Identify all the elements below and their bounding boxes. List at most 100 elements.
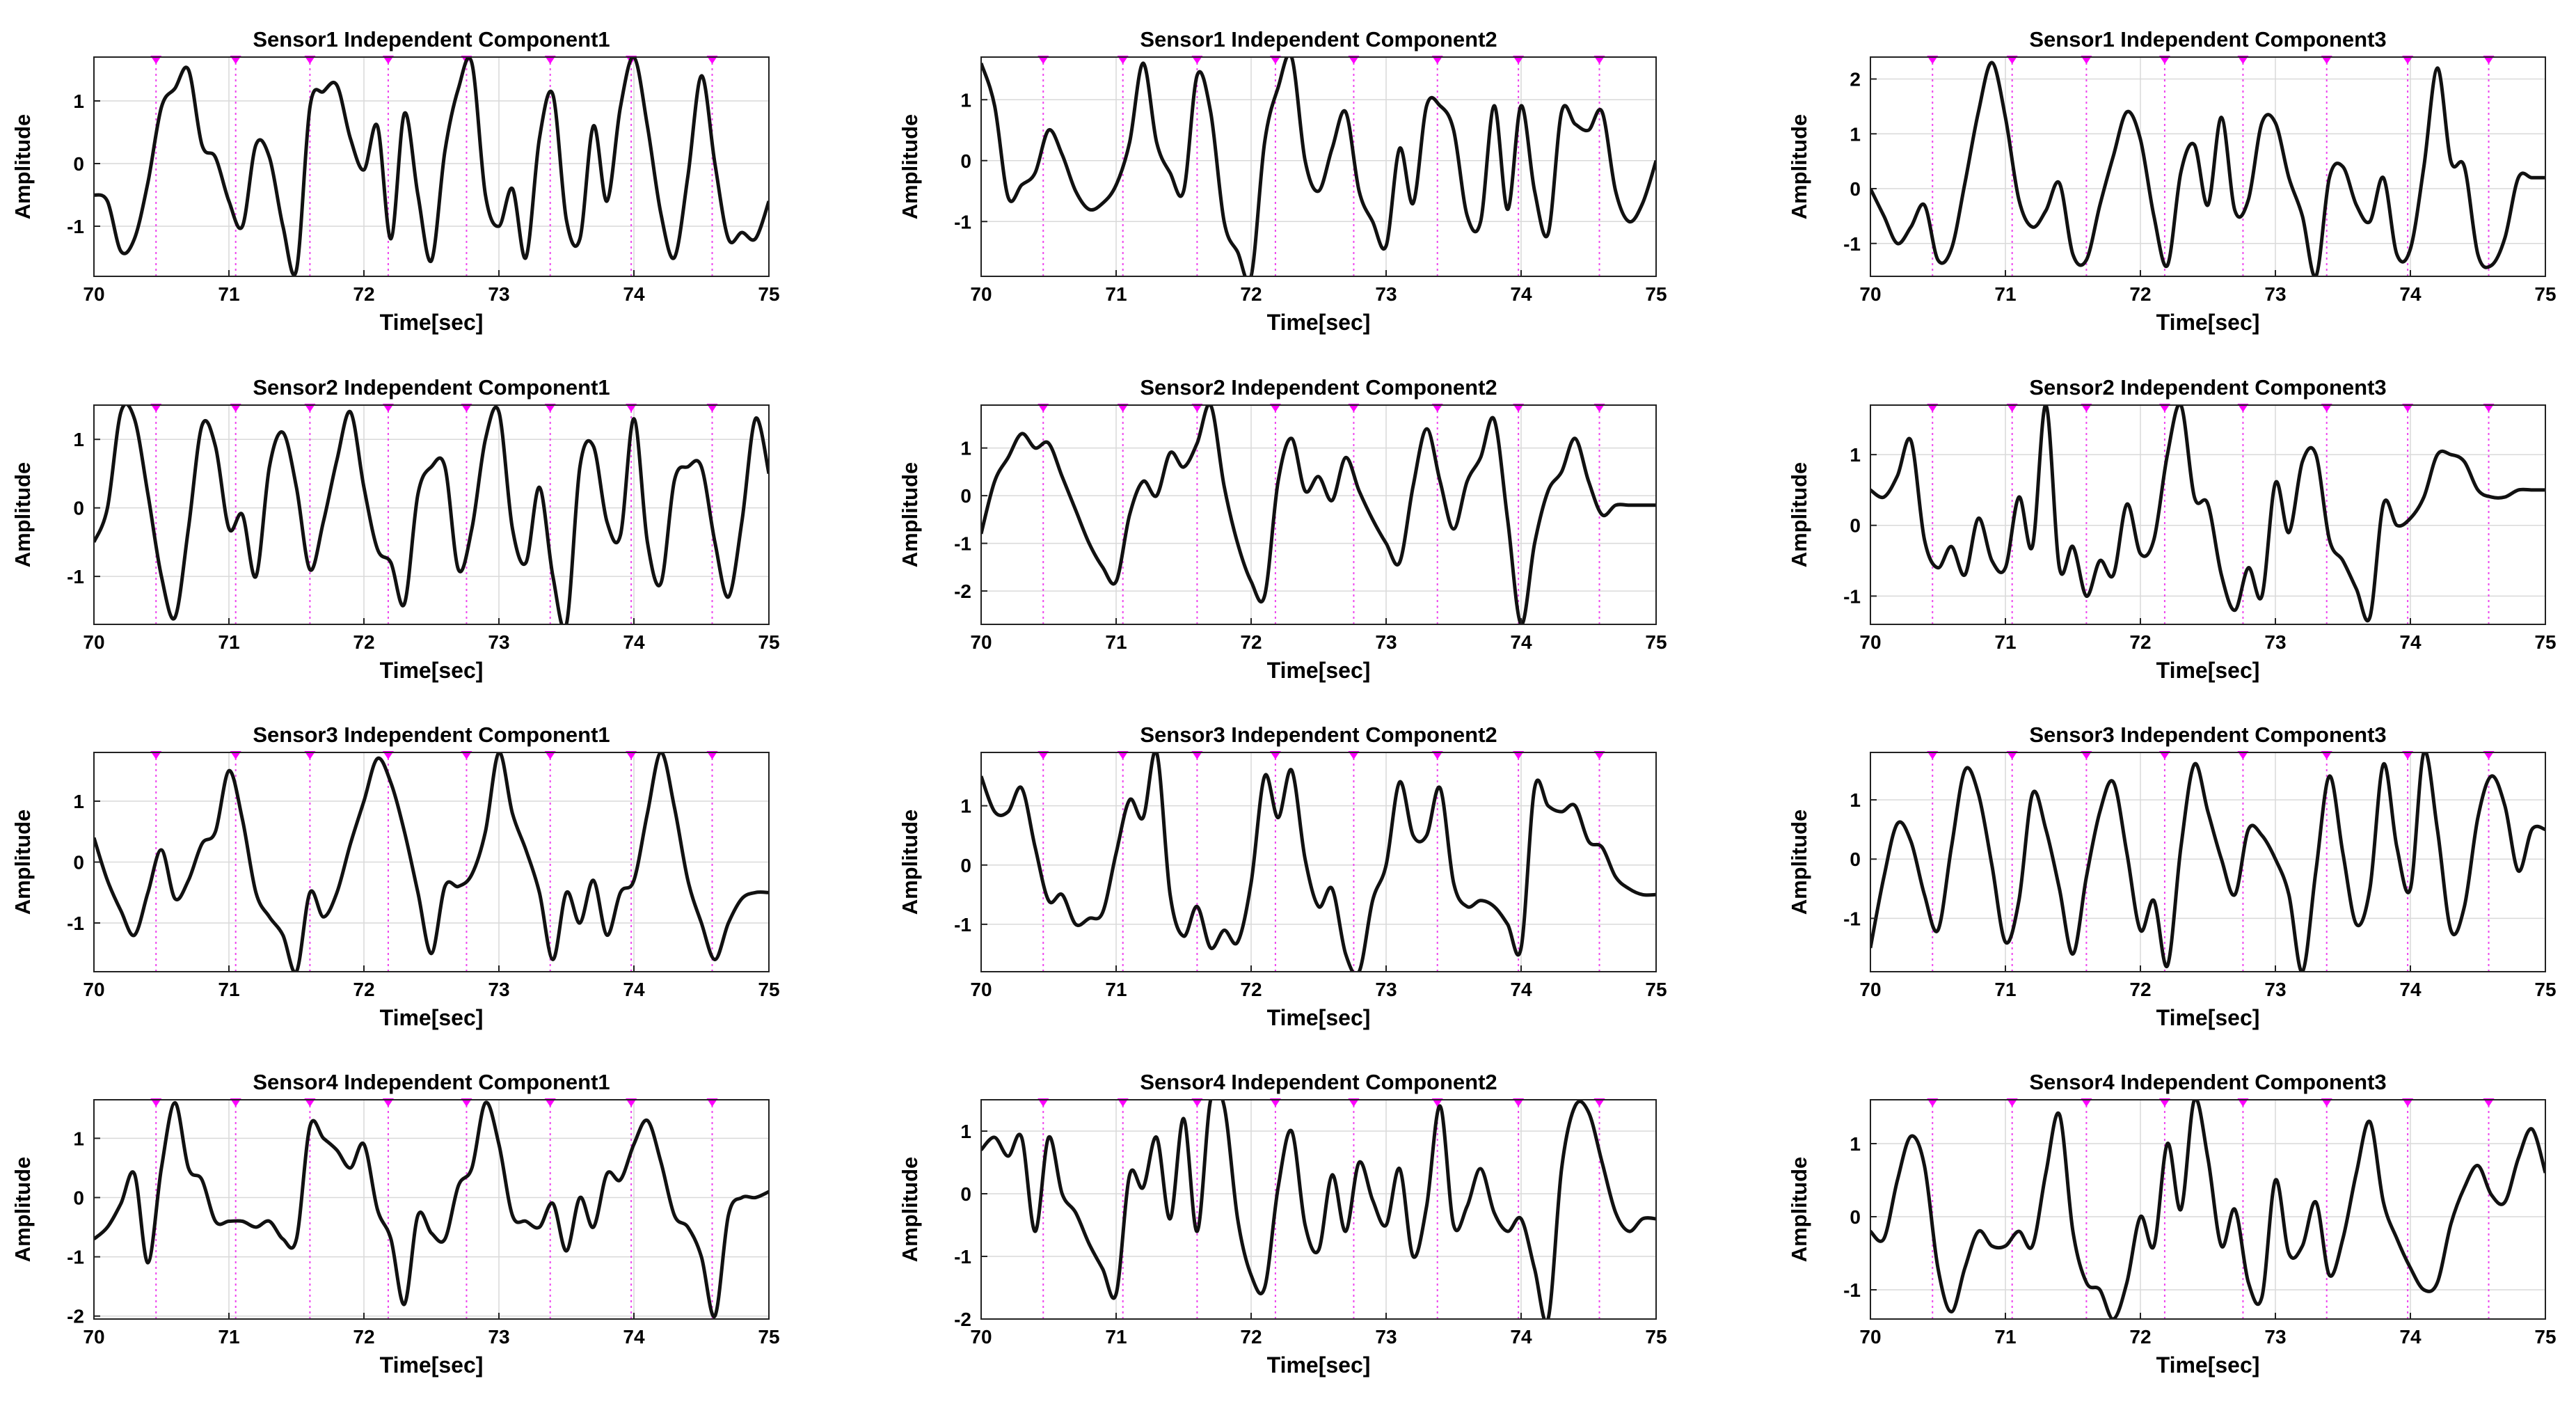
axes-box — [980, 752, 1657, 972]
subplot-title: Sensor4 Independent Component1 — [253, 1070, 610, 1094]
x-tick-label: 75 — [758, 283, 779, 305]
y-tick-label: 0 — [1850, 848, 1861, 870]
y-axis-label: Amplitude — [898, 462, 922, 568]
signal-line — [1870, 405, 2545, 623]
x-tick-label: 71 — [1994, 631, 2016, 653]
x-tick-label: 74 — [2399, 631, 2422, 653]
axes-box — [1870, 752, 2546, 972]
x-tick-label: 71 — [1994, 979, 2016, 1000]
y-tick-label: 0 — [73, 852, 84, 874]
x-tick-label: 71 — [1105, 631, 1127, 653]
x-tick-label: 70 — [970, 283, 992, 305]
x-tick-label: 73 — [488, 631, 509, 653]
y-tick-label: 1 — [73, 90, 84, 112]
x-tick-label: 75 — [758, 979, 779, 1000]
x-tick-label: 70 — [1859, 631, 1881, 653]
subplot-3: 70 71 72 73 74 75 -1 0 1 2 Sensor1 Independent Com… — [1787, 27, 2557, 335]
x-tick-label: 74 — [623, 631, 645, 653]
y-tick-label: -2 — [954, 581, 971, 602]
x-axis-label: Time[sec] — [2156, 658, 2260, 683]
y-axis-label: Amplitude — [898, 114, 922, 220]
subplot-7: 70 71 72 73 74 75 -1 0 1 Sensor3 Independent Comp… — [10, 723, 780, 1030]
x-tick-label: 75 — [2534, 631, 2556, 653]
plot-area — [94, 1100, 769, 1319]
x-tick-label: 72 — [353, 1326, 374, 1348]
x-tick-label: 74 — [623, 979, 645, 1000]
x-tick-label: 70 — [1859, 1326, 1881, 1348]
x-tick-label: 72 — [1240, 283, 1262, 305]
plot-area — [1870, 405, 2545, 624]
signal-line — [981, 752, 1656, 972]
y-tick-label: -2 — [954, 1309, 971, 1330]
y-axis-label: Amplitude — [10, 810, 35, 915]
x-tick-label: 71 — [1105, 979, 1127, 1000]
x-tick-label: 70 — [1859, 979, 1881, 1000]
x-tick-label: 73 — [2264, 979, 2286, 1000]
x-tick-label: 74 — [623, 1326, 645, 1348]
x-tick-label: 70 — [970, 1326, 992, 1348]
x-tick-label: 73 — [1375, 283, 1397, 305]
signal-line — [981, 1100, 1656, 1319]
y-tick-label: 0 — [960, 150, 971, 172]
x-tick-label: 75 — [758, 1326, 779, 1348]
subplot-8: 70 71 72 73 74 75 -1 0 1 Sensor3 Independent Comp… — [898, 723, 1667, 1030]
subplot-title: Sensor3 Independent Component3 — [2029, 723, 2386, 747]
plot-area — [981, 1100, 1656, 1319]
y-tick-label: 1 — [960, 438, 971, 459]
x-tick-label: 70 — [83, 283, 104, 305]
y-tick-label: -2 — [67, 1306, 84, 1327]
x-tick-label: 71 — [218, 631, 239, 653]
x-tick-label: 72 — [353, 979, 374, 1000]
y-tick-label: 0 — [960, 1183, 971, 1205]
x-tick-label: 71 — [1994, 283, 2016, 305]
x-tick-label: 71 — [1105, 283, 1127, 305]
subplot-title: Sensor4 Independent Component2 — [1140, 1070, 1497, 1094]
x-tick-label: 70 — [83, 979, 104, 1000]
x-axis-label: Time[sec] — [1267, 310, 1371, 335]
x-axis-label: Time[sec] — [2156, 1005, 2260, 1030]
axes-box — [980, 1099, 1657, 1320]
x-tick-label: 71 — [218, 283, 239, 305]
signal-line — [94, 752, 769, 972]
plot-area — [1870, 752, 2545, 972]
x-tick-label: 73 — [488, 979, 509, 1000]
y-tick-label: -1 — [954, 1246, 971, 1268]
x-tick-label: 75 — [1645, 631, 1667, 653]
y-tick-label: 2 — [1850, 69, 1861, 90]
y-axis-label: Amplitude — [10, 114, 35, 220]
subplot-title: Sensor2 Independent Component3 — [2029, 375, 2386, 400]
x-tick-label: 74 — [2399, 283, 2422, 305]
x-axis-label: Time[sec] — [380, 1352, 484, 1378]
y-axis-label: Amplitude — [1787, 462, 1811, 568]
axes-box — [93, 404, 770, 625]
y-tick-label: 0 — [73, 153, 84, 175]
x-tick-label: 72 — [2129, 631, 2151, 653]
x-tick-label: 70 — [1859, 283, 1881, 305]
x-tick-label: 73 — [1375, 1326, 1397, 1348]
plot-area — [94, 405, 769, 624]
subplot-title: Sensor2 Independent Component2 — [1140, 375, 1497, 400]
signal-line — [94, 1100, 769, 1318]
axes-box — [980, 404, 1657, 625]
axes-box — [1870, 404, 2546, 625]
x-tick-label: 73 — [2264, 283, 2286, 305]
x-tick-label: 75 — [758, 631, 779, 653]
y-tick-label: -1 — [67, 1247, 84, 1268]
y-axis-label: Amplitude — [10, 462, 35, 568]
y-tick-label: 1 — [960, 796, 971, 817]
y-tick-label: 1 — [73, 429, 84, 450]
x-tick-label: 73 — [1375, 631, 1397, 653]
y-axis-label: Amplitude — [1787, 810, 1811, 915]
signal-line — [981, 57, 1656, 276]
x-tick-label: 74 — [2399, 979, 2422, 1000]
x-tick-label: 70 — [83, 631, 104, 653]
x-tick-label: 74 — [623, 283, 645, 305]
y-tick-label: 1 — [1850, 1133, 1861, 1155]
y-tick-label: 0 — [73, 498, 84, 519]
signal-line — [94, 57, 769, 276]
x-tick-label: 73 — [1375, 979, 1397, 1000]
subplot-title: Sensor4 Independent Component3 — [2029, 1070, 2386, 1094]
y-tick-label: -1 — [1843, 1279, 1861, 1301]
x-tick-label: 70 — [970, 979, 992, 1000]
